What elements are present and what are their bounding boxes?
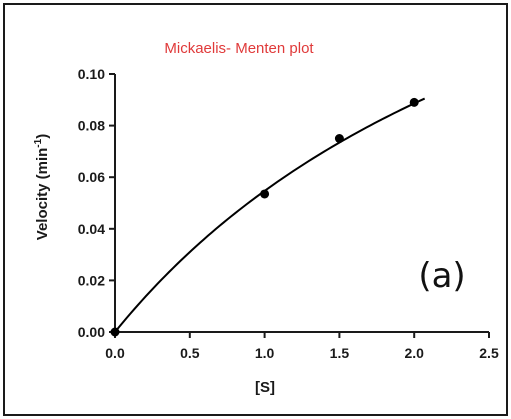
y-tick-label: 0.04 bbox=[78, 221, 105, 237]
data-point bbox=[110, 327, 120, 337]
x-tick-label: 1.5 bbox=[330, 345, 350, 361]
x-tick-label: 1.0 bbox=[255, 345, 275, 361]
data-point bbox=[334, 134, 344, 143]
data-point bbox=[260, 189, 270, 199]
y-axis-label: Velocity (min-1) bbox=[33, 134, 51, 240]
y-axis-label-superscript: -1 bbox=[33, 138, 44, 147]
chart-title: Mickaelis- Menten plot bbox=[164, 40, 314, 57]
x-axis-label: [S] bbox=[255, 379, 275, 396]
y-tick-label: 0.10 bbox=[78, 66, 105, 82]
axes: 0.0 0.5 1.0 1.5 2.0 2.5 0.00 0.02 0.04 0.06 0.08 0.… bbox=[78, 66, 499, 361]
panel-label: (a) bbox=[418, 256, 465, 296]
data-point bbox=[409, 97, 419, 107]
x-tick-label: 0.0 bbox=[105, 345, 125, 361]
data-points-layer bbox=[110, 97, 419, 337]
y-tick-label: 0.02 bbox=[78, 272, 105, 288]
y-tick-label: 0.08 bbox=[78, 118, 105, 134]
y-tick-label: 0.06 bbox=[78, 169, 105, 185]
x-tick-label: 2.0 bbox=[404, 345, 424, 361]
fit-curve-layer bbox=[114, 97, 426, 333]
x-tick-label: 0.5 bbox=[180, 345, 200, 361]
y-tick-label: 0.00 bbox=[78, 324, 105, 340]
x-tick-label: 2.5 bbox=[479, 345, 499, 361]
y-axis-label-main: Velocity (min bbox=[34, 148, 51, 241]
chart-frame: Mickaelis- Menten plot Velocity (min-1) … bbox=[3, 3, 508, 416]
fit-curve bbox=[114, 97, 426, 333]
michaelis-menten-chart: Mickaelis- Menten plot Velocity (min-1) … bbox=[33, 40, 499, 396]
y-axis-label-suffix: ) bbox=[34, 134, 51, 139]
